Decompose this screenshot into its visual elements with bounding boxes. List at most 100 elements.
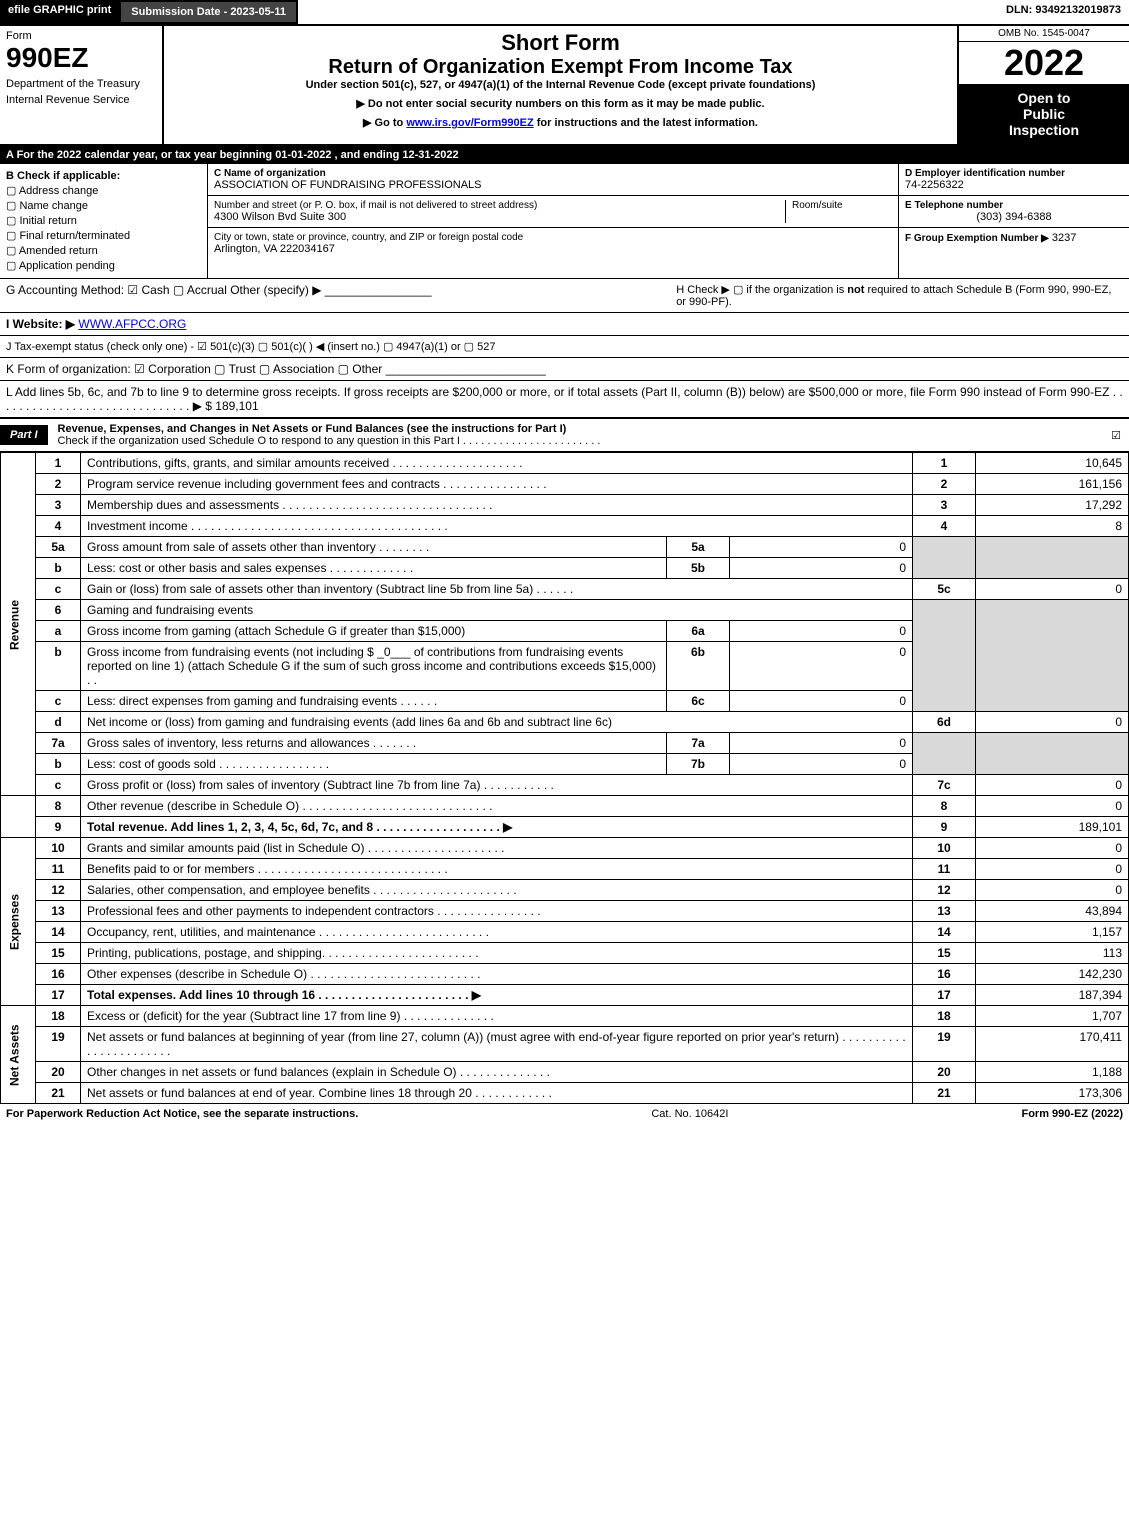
row-13-desc: Professional fees and other payments to …: [81, 901, 913, 922]
city-header: City or town, state or province, country…: [214, 232, 892, 243]
side-label-revenue: Revenue: [1, 453, 36, 796]
side-label-revenue-cont: [1, 796, 36, 838]
org-street: 4300 Wilson Bvd Suite 300: [214, 211, 785, 223]
row-17-line: 17: [913, 985, 976, 1006]
row-7a-subval: 0: [730, 733, 913, 754]
row-17-num: 17: [36, 985, 81, 1006]
group-exemption-header: F Group Exemption Number ▶: [905, 233, 1049, 244]
side-label-net-assets: Net Assets: [1, 1006, 36, 1104]
website-link[interactable]: WWW.AFPCC.ORG: [78, 317, 186, 331]
row-6a-num: a: [36, 621, 81, 642]
part-i-tag: Part I: [0, 425, 48, 445]
row-13-line: 13: [913, 901, 976, 922]
row-17-value: 187,394: [976, 985, 1129, 1006]
form-label: Form: [6, 30, 156, 42]
ein-header: D Employer identification number: [905, 168, 1123, 179]
row-18-line: 18: [913, 1006, 976, 1027]
addr-header: Number and street (or P. O. box, if mail…: [214, 200, 785, 211]
chk-amended-return[interactable]: ▢ Amended return: [6, 244, 201, 257]
row-6a-subval: 0: [730, 621, 913, 642]
row-12-value: 0: [976, 880, 1129, 901]
line-h-schedule-b: H Check ▶ ▢ if the organization is not r…: [676, 283, 1123, 308]
part-i-checkbox[interactable]: ☑: [1111, 429, 1129, 442]
row-5b-num: b: [36, 558, 81, 579]
row-5a-desc: Gross amount from sale of assets other t…: [81, 537, 667, 558]
row-14-num: 14: [36, 922, 81, 943]
submission-date: Submission Date - 2023-05-11: [119, 0, 298, 24]
row-9-desc: Total revenue. Add lines 1, 2, 3, 4, 5c,…: [81, 817, 913, 838]
section-c-org-info: C Name of organization ASSOCIATION OF FU…: [208, 164, 898, 278]
section-a-tax-year: A For the 2022 calendar year, or tax yea…: [0, 146, 1129, 164]
row-5c-line: 5c: [913, 579, 976, 600]
row-4-line: 4: [913, 516, 976, 537]
chk-name-change[interactable]: ▢ Name change: [6, 199, 201, 212]
row-5b-subcol: 5b: [667, 558, 730, 579]
row-15-num: 15: [36, 943, 81, 964]
row-7c-desc: Gross profit or (loss) from sales of inv…: [81, 775, 913, 796]
section-b-check-applicable: B Check if applicable: ▢ Address change …: [0, 164, 208, 278]
row-2-line: 2: [913, 474, 976, 495]
chk-initial-return[interactable]: ▢ Initial return: [6, 214, 201, 227]
part-i-sub: Check if the organization used Schedule …: [58, 435, 601, 447]
row-14-desc: Occupancy, rent, utilities, and maintena…: [81, 922, 913, 943]
row-7a-subcol: 7a: [667, 733, 730, 754]
row-7ab-val-grey: [976, 733, 1129, 775]
footer-cat-no: Cat. No. 10642I: [651, 1108, 728, 1120]
row-3-num: 3: [36, 495, 81, 516]
row-7b-subval: 0: [730, 754, 913, 775]
row-16-desc: Other expenses (describe in Schedule O) …: [81, 964, 913, 985]
row-6a-desc: Gross income from gaming (attach Schedul…: [81, 621, 667, 642]
row-14-value: 1,157: [976, 922, 1129, 943]
row-7ab-line-grey: [913, 733, 976, 775]
row-11-desc: Benefits paid to or for members . . . . …: [81, 859, 913, 880]
row-11-line: 11: [913, 859, 976, 880]
row-5c-num: c: [36, 579, 81, 600]
line-l-gross-receipts: L Add lines 5b, 6c, and 7b to line 9 to …: [0, 381, 1129, 418]
short-form-title: Short Form: [170, 30, 951, 56]
row-16-line: 16: [913, 964, 976, 985]
row-14-line: 14: [913, 922, 976, 943]
row-2-desc: Program service revenue including govern…: [81, 474, 913, 495]
row-7b-desc: Less: cost of goods sold . . . . . . . .…: [81, 754, 667, 775]
row-7c-num: c: [36, 775, 81, 796]
row-3-desc: Membership dues and assessments . . . . …: [81, 495, 913, 516]
row-5ab-val-grey: [976, 537, 1129, 579]
row-17-desc: Total expenses. Add lines 10 through 16 …: [81, 985, 913, 1006]
row-3-line: 3: [913, 495, 976, 516]
row-6c-num: c: [36, 691, 81, 712]
ein: 74-2256322: [905, 179, 1123, 191]
row-3-value: 17,292: [976, 495, 1129, 516]
part-i-table: Revenue 1 Contributions, gifts, grants, …: [0, 452, 1129, 1104]
row-21-num: 21: [36, 1083, 81, 1104]
efile-graphic-print[interactable]: efile GRAPHIC print: [0, 0, 119, 24]
chk-final-return[interactable]: ▢ Final return/terminated: [6, 229, 201, 242]
row-20-desc: Other changes in net assets or fund bala…: [81, 1062, 913, 1083]
row-19-line: 19: [913, 1027, 976, 1062]
row-20-line: 20: [913, 1062, 976, 1083]
row-2-value: 161,156: [976, 474, 1129, 495]
row-20-num: 20: [36, 1062, 81, 1083]
row-6c-subcol: 6c: [667, 691, 730, 712]
row-10-desc: Grants and similar amounts paid (list in…: [81, 838, 913, 859]
row-8-value: 0: [976, 796, 1129, 817]
row-15-desc: Printing, publications, postage, and shi…: [81, 943, 913, 964]
row-12-line: 12: [913, 880, 976, 901]
row-5c-value: 0: [976, 579, 1129, 600]
goto-link[interactable]: www.irs.gov/Form990EZ: [406, 117, 533, 129]
form-header: Form 990EZ Department of the Treasury In…: [0, 26, 1129, 146]
row-7a-desc: Gross sales of inventory, less returns a…: [81, 733, 667, 754]
row-18-num: 18: [36, 1006, 81, 1027]
c-name-header: C Name of organization: [214, 168, 892, 179]
row-6b-subval: 0: [730, 642, 913, 691]
row-10-line: 10: [913, 838, 976, 859]
chk-application-pending[interactable]: ▢ Application pending: [6, 259, 201, 272]
row-5b-desc: Less: cost or other basis and sales expe…: [81, 558, 667, 579]
row-20-value: 1,188: [976, 1062, 1129, 1083]
do-not-include-ssn: ▶ Do not enter social security numbers o…: [170, 97, 951, 110]
line-g-accounting-method: G Accounting Method: ☑ Cash ▢ Accrual Ot…: [6, 283, 676, 308]
row-9-line: 9: [913, 817, 976, 838]
row-21-line: 21: [913, 1083, 976, 1104]
chk-address-change[interactable]: ▢ Address change: [6, 184, 201, 197]
row-8-desc: Other revenue (describe in Schedule O) .…: [81, 796, 913, 817]
part-i-header: Part I Revenue, Expenses, and Changes in…: [0, 418, 1129, 452]
